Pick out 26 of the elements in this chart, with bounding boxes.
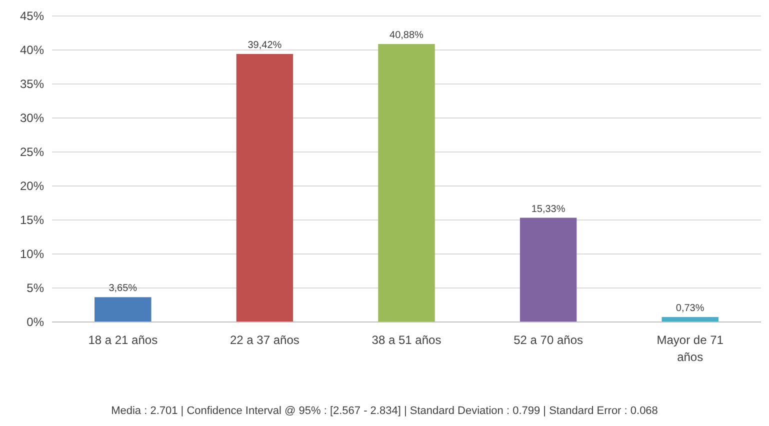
- data-label: 15,33%: [531, 204, 566, 215]
- bar: [662, 317, 718, 322]
- y-tick-label: 25%: [20, 145, 44, 160]
- bar: [378, 44, 435, 322]
- data-label: 39,42%: [248, 40, 282, 51]
- bar: [94, 297, 152, 322]
- y-tick-label: 45%: [20, 9, 44, 24]
- bar: [520, 218, 577, 322]
- data-label: 3,65%: [108, 283, 138, 294]
- y-tick-label: 30%: [20, 111, 44, 126]
- x-tick-label: 22 a 37 años: [230, 333, 300, 347]
- text: Media : 2.701 | Confidence Interval @ 95% : [2.567 - 2.834] | Standard Deviation : 0.799 | Standard Error : 0.068: [111, 405, 658, 417]
- data-label: 0,73%: [676, 303, 704, 314]
- x-tick-label: 52 a 70 años: [514, 333, 584, 347]
- y-tick-label: 40%: [20, 43, 44, 58]
- y-tick-label: 0%: [26, 315, 44, 330]
- y-tick-label: 10%: [20, 247, 44, 262]
- y-tick-label: 5%: [26, 281, 44, 296]
- x-tick-label: Mayor de 71 años: [656, 333, 724, 364]
- y-tick-label: 20%: [20, 179, 44, 194]
- x-tick-label: 38 a 51 años: [372, 333, 442, 347]
- y-tick-label: 35%: [20, 77, 44, 92]
- y-tick-label: 15%: [20, 213, 44, 228]
- data-label: 40,88%: [390, 30, 424, 42]
- bar: [236, 54, 294, 322]
- x-tick-label: 18 a 21 años: [88, 333, 158, 347]
